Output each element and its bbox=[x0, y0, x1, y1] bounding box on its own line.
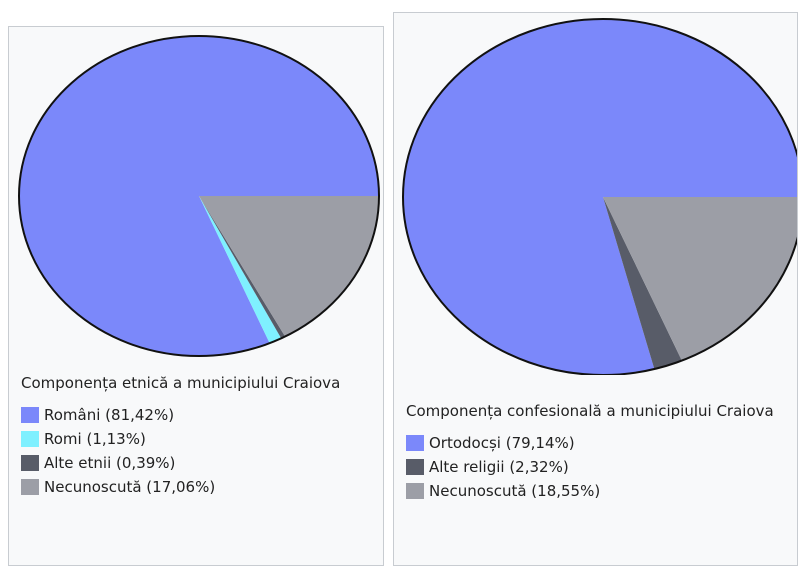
legend: Români (81,42%) Romi (1,13%) Alte etnii (0… bbox=[9, 403, 383, 499]
legend-swatch bbox=[21, 407, 39, 423]
pie-chart bbox=[18, 35, 380, 357]
legend: Ortodocși (79,14%) Alte religii (2,32%) Ne… bbox=[394, 431, 797, 503]
legend-swatch bbox=[406, 459, 424, 475]
legend-item: Români (81,42%) bbox=[21, 403, 383, 427]
caption: Componența confesională a municipiului C… bbox=[406, 402, 774, 420]
pie-slice bbox=[19, 36, 379, 357]
legend-label: Alte etnii (0,39%) bbox=[44, 454, 176, 472]
legend-swatch bbox=[21, 431, 39, 447]
legend-label: Alte religii (2,32%) bbox=[429, 458, 569, 476]
pie-outline bbox=[18, 35, 380, 357]
pie-outline bbox=[402, 18, 797, 375]
legend-item: Alte etnii (0,39%) bbox=[21, 451, 383, 475]
pie-slice bbox=[199, 196, 286, 339]
caption: Componența etnică a municipiului Craiova bbox=[21, 374, 341, 392]
pie-slice bbox=[603, 197, 682, 370]
legend-label: Români (81,42%) bbox=[44, 406, 175, 424]
pie-slice bbox=[603, 197, 797, 361]
legend-label: Ortodocși (79,14%) bbox=[429, 434, 575, 452]
legend-swatch bbox=[21, 455, 39, 471]
legend-item: Alte religii (2,32%) bbox=[406, 455, 797, 479]
legend-swatch bbox=[406, 435, 424, 451]
chart-box: Componența etnică a municipiului Craiova… bbox=[8, 26, 384, 566]
legend-label: Necunoscută (17,06%) bbox=[44, 478, 216, 496]
chart-box: Componența confesională a municipiului C… bbox=[393, 12, 798, 566]
legend-label: Romi (1,13%) bbox=[44, 430, 146, 448]
legend-label: Necunoscută (18,55%) bbox=[429, 482, 601, 500]
legend-item: Necunoscută (17,06%) bbox=[21, 475, 383, 499]
pie-chart bbox=[402, 18, 797, 375]
pie-slice bbox=[403, 19, 797, 375]
legend-swatch bbox=[406, 483, 424, 499]
legend-item: Necunoscută (18,55%) bbox=[406, 479, 797, 503]
legend-swatch bbox=[21, 479, 39, 495]
pie-slice bbox=[199, 196, 282, 344]
legend-item: Ortodocși (79,14%) bbox=[406, 431, 797, 455]
legend-item: Romi (1,13%) bbox=[21, 427, 383, 451]
